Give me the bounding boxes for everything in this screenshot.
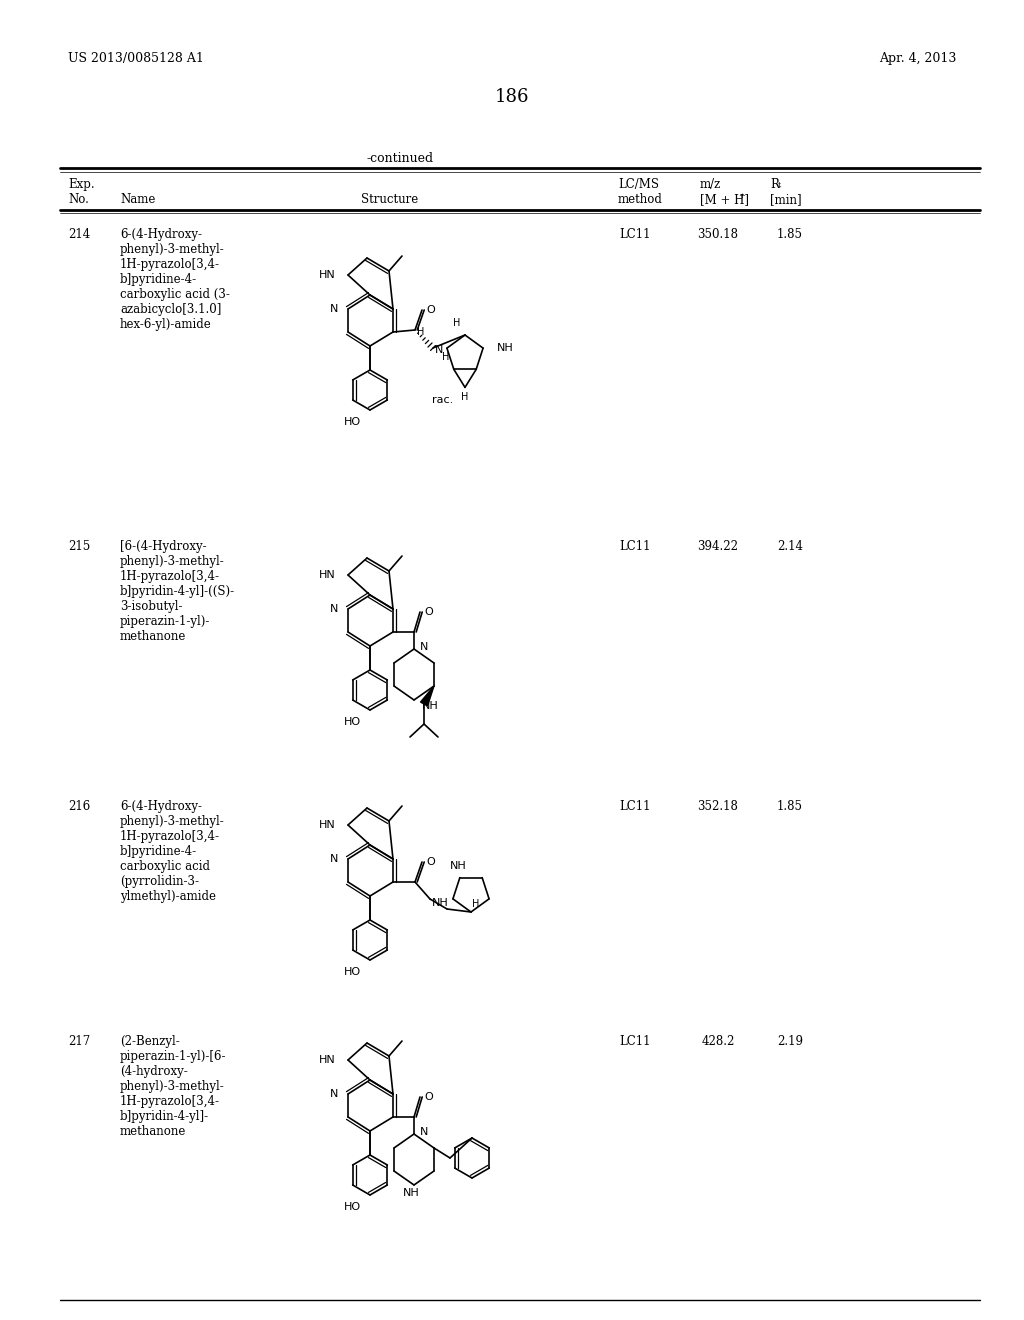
Text: HO: HO	[343, 417, 360, 426]
Text: No.: No.	[68, 193, 89, 206]
Text: H: H	[462, 392, 469, 403]
Text: N: N	[330, 304, 338, 314]
Text: N: N	[420, 642, 428, 652]
Text: H: H	[472, 899, 479, 909]
Text: -continued: -continued	[367, 152, 433, 165]
Text: 428.2: 428.2	[701, 1035, 734, 1048]
Text: 352.18: 352.18	[697, 800, 738, 813]
Text: [min]: [min]	[770, 193, 802, 206]
Text: O: O	[425, 1092, 433, 1102]
Text: HN: HN	[319, 820, 336, 830]
Text: 1.85: 1.85	[777, 228, 803, 242]
Text: 186: 186	[495, 88, 529, 106]
Text: 214: 214	[68, 228, 90, 242]
Text: NH: NH	[432, 898, 449, 908]
Text: HO: HO	[343, 717, 360, 727]
Text: LC/MS: LC/MS	[618, 178, 659, 191]
Text: (2-Benzyl-
piperazin-1-yl)-[6-
(4-hydroxy-
phenyl)-3-methyl-
1H-pyrazolo[3,4-
b]: (2-Benzyl- piperazin-1-yl)-[6- (4-hydrox…	[120, 1035, 226, 1138]
Text: 6-(4-Hydroxy-
phenyl)-3-methyl-
1H-pyrazolo[3,4-
b]pyridine-4-
carboxylic acid
(: 6-(4-Hydroxy- phenyl)-3-methyl- 1H-pyraz…	[120, 800, 224, 903]
Text: NH: NH	[497, 343, 514, 354]
Text: O: O	[425, 607, 433, 616]
Text: 2.14: 2.14	[777, 540, 803, 553]
Text: Name: Name	[120, 193, 156, 206]
Text: HN: HN	[319, 1055, 336, 1065]
Text: 217: 217	[68, 1035, 90, 1048]
Text: Structure: Structure	[361, 193, 419, 206]
Text: NH: NH	[450, 861, 466, 871]
Text: HO: HO	[343, 968, 360, 977]
Text: R: R	[770, 178, 779, 191]
Text: LC11: LC11	[620, 800, 650, 813]
Text: 216: 216	[68, 800, 90, 813]
Text: HN: HN	[319, 271, 336, 280]
Text: Exp.: Exp.	[68, 178, 94, 191]
Text: H: H	[418, 327, 425, 337]
Text: O: O	[427, 305, 435, 315]
Text: N: N	[330, 1089, 338, 1100]
Text: t: t	[778, 181, 781, 189]
Text: O: O	[427, 857, 435, 867]
Polygon shape	[421, 686, 434, 706]
Text: method: method	[618, 193, 663, 206]
Text: HO: HO	[343, 1203, 360, 1212]
Text: HN: HN	[319, 570, 336, 579]
Text: [M + H]: [M + H]	[700, 193, 749, 206]
Text: NH: NH	[402, 1188, 420, 1199]
Text: NH: NH	[422, 701, 438, 711]
Text: H: H	[442, 352, 450, 362]
Text: LC11: LC11	[620, 1035, 650, 1048]
Text: N: N	[435, 345, 443, 355]
Text: +: +	[738, 191, 744, 201]
Text: 350.18: 350.18	[697, 228, 738, 242]
Text: rac.: rac.	[432, 395, 454, 405]
Text: 215: 215	[68, 540, 90, 553]
Text: 2.19: 2.19	[777, 1035, 803, 1048]
Text: N: N	[420, 1127, 428, 1137]
Text: H: H	[454, 318, 461, 327]
Text: 6-(4-Hydroxy-
phenyl)-3-methyl-
1H-pyrazolo[3,4-
b]pyridine-4-
carboxylic acid (: 6-(4-Hydroxy- phenyl)-3-methyl- 1H-pyraz…	[120, 228, 229, 331]
Text: N: N	[330, 854, 338, 865]
Text: N: N	[330, 605, 338, 614]
Text: Apr. 4, 2013: Apr. 4, 2013	[879, 51, 956, 65]
Text: 394.22: 394.22	[697, 540, 738, 553]
Text: LC11: LC11	[620, 228, 650, 242]
Text: US 2013/0085128 A1: US 2013/0085128 A1	[68, 51, 204, 65]
Text: [6-(4-Hydroxy-
phenyl)-3-methyl-
1H-pyrazolo[3,4-
b]pyridin-4-yl]-((S)-
3-isobut: [6-(4-Hydroxy- phenyl)-3-methyl- 1H-pyra…	[120, 540, 236, 643]
Text: 1.85: 1.85	[777, 800, 803, 813]
Text: m/z: m/z	[700, 178, 721, 191]
Text: LC11: LC11	[620, 540, 650, 553]
